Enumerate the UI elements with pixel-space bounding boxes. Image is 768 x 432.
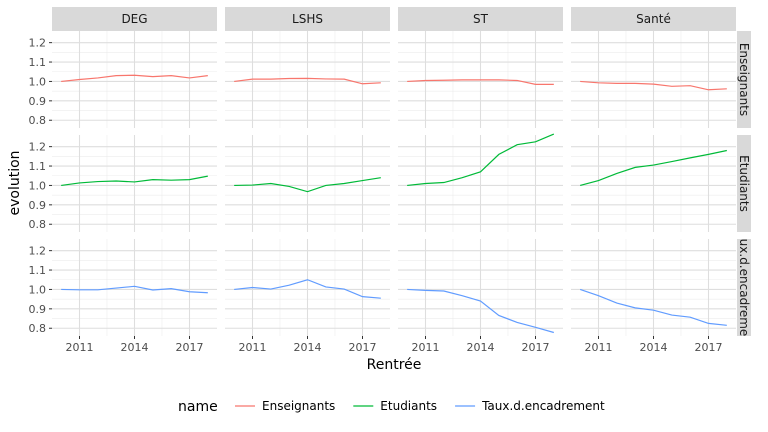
legend-label-enseignants: Enseignants: [262, 399, 335, 413]
x-tick-label: 2017: [522, 341, 550, 354]
series-line-etudiants-deg: [61, 175, 208, 187]
column-strip-label-st: ST: [473, 12, 489, 26]
strip-bg-lshs: [225, 7, 390, 31]
panel-taux-d-encadrement-sant: [571, 239, 736, 336]
series-line-etudiants-sant: [580, 149, 727, 187]
y-tick-label: 1.0: [29, 75, 47, 88]
series-line-enseignants-deg: [61, 74, 208, 83]
row-strips: Enseignants Etudiants ux.d.encadreme: [737, 31, 751, 336]
legend-label-taux-d-encadrement: Taux.d.encadrement: [481, 399, 605, 413]
row-strip-label-taux-d-encadrement: ux.d.encadreme: [737, 239, 751, 337]
panel-enseignants-st: [398, 31, 563, 128]
y-tick-label: 1.1: [29, 160, 47, 173]
series-line-enseignants-sant: [580, 80, 727, 91]
y-tick-label: 0.8: [29, 114, 47, 127]
row-strip-label-etudiants: Etudiants: [737, 155, 751, 212]
column-strip-label-deg: DEG: [121, 12, 147, 26]
strip-bg-etudiants: [737, 135, 751, 232]
x-axis-title: Rentrée: [367, 357, 422, 373]
legend-item-enseignants: Enseignants: [235, 399, 335, 413]
series-line-enseignants-st: [407, 79, 554, 85]
legend-item-taux-d-encadrement: Taux.d.encadrement: [455, 399, 605, 413]
column-strip-label-sant: Santé: [636, 12, 671, 26]
x-tick-label: 2014: [467, 341, 495, 354]
panel-enseignants-deg: [52, 31, 217, 128]
x-tick-label: 2014: [640, 341, 668, 354]
strip-bg-st: [398, 7, 563, 31]
column-strip-label-lshs: LSHS: [292, 12, 323, 26]
panel-etudiants-st: [398, 133, 563, 232]
panel-taux-d-encadrement-st: [398, 239, 563, 336]
panel-taux-d-encadrement-lshs: [225, 239, 390, 336]
x-tick-label: 2017: [695, 341, 723, 354]
facet-panels: [52, 31, 736, 336]
panel-etudiants-deg: [52, 135, 217, 232]
x-tick-label: 2014: [294, 341, 322, 354]
y-tick-label: 0.9: [29, 303, 47, 316]
panel-enseignants-sant: [571, 31, 736, 128]
legend-item-etudiants: Etudiants: [353, 399, 437, 413]
panel-enseignants-lshs: [225, 31, 390, 128]
x-tick-label: 2011: [585, 341, 613, 354]
y-axes: 0.8 0.9 1.0 1.1 1.2 0.8 0.9 1.0 1.1 1.2 0.8 0.9 1.0 1…: [29, 37, 52, 335]
y-tick-label: 0.9: [29, 95, 47, 108]
row-strip-label-enseignants: Enseignants: [737, 43, 751, 116]
x-tick-label: 2014: [121, 341, 149, 354]
y-tick-label: 0.9: [29, 199, 47, 212]
column-strips: DEG LSHS ST Santé: [52, 7, 736, 31]
y-tick-label: 1.0: [29, 283, 47, 296]
y-tick-label: 0.8: [29, 322, 47, 335]
panel-etudiants-sant: [571, 135, 736, 232]
x-axis: 2011 2014 2017 2011 2014 2017 2011 2014 2017 2011…: [66, 336, 723, 354]
x-tick-label: 2017: [176, 341, 204, 354]
legend: name Enseignants Etudiants Taux.d.encadrem…: [178, 399, 605, 415]
strip-bg-taux-d-encadrement: [737, 239, 751, 336]
row-strip-taux-d-encadrement: ux.d.encadreme: [737, 239, 751, 337]
x-tick-label: 2011: [239, 341, 267, 354]
strip-bg-enseignants: [737, 31, 751, 128]
x-tick-label: 2017: [349, 341, 377, 354]
panel-taux-d-encadrement-deg: [52, 239, 217, 336]
series-line-taux-d-encadrement-lshs: [234, 279, 381, 299]
x-tick-label: 2011: [66, 341, 94, 354]
panel-etudiants-lshs: [225, 135, 390, 232]
y-tick-label: 0.8: [29, 218, 47, 231]
y-tick-label: 1.2: [29, 37, 47, 50]
legend-label-etudiants: Etudiants: [380, 399, 437, 413]
strip-bg-sant: [571, 7, 736, 31]
series-line-taux-d-encadrement-sant: [579, 288, 727, 326]
legend-title: name: [178, 399, 218, 415]
y-tick-label: 1.1: [29, 264, 47, 277]
y-tick-label: 1.2: [29, 245, 47, 258]
row-strip-etudiants: Etudiants: [737, 155, 751, 212]
series-line-etudiants-st: [407, 133, 555, 187]
series-line-taux-d-encadrement-st: [407, 288, 554, 334]
series-line-taux-d-encadrement-deg: [61, 285, 208, 294]
y-tick-label: 1.2: [29, 141, 47, 154]
y-axis-title: evolution: [7, 150, 23, 215]
x-tick-label: 2011: [412, 341, 440, 354]
y-tick-label: 1.0: [29, 179, 47, 192]
row-strip-enseignants: Enseignants: [737, 43, 751, 116]
y-tick-label: 1.1: [29, 56, 47, 69]
strip-bg-deg: [52, 7, 217, 31]
series-line-etudiants-lshs: [234, 177, 381, 193]
series-line-enseignants-lshs: [234, 77, 381, 85]
